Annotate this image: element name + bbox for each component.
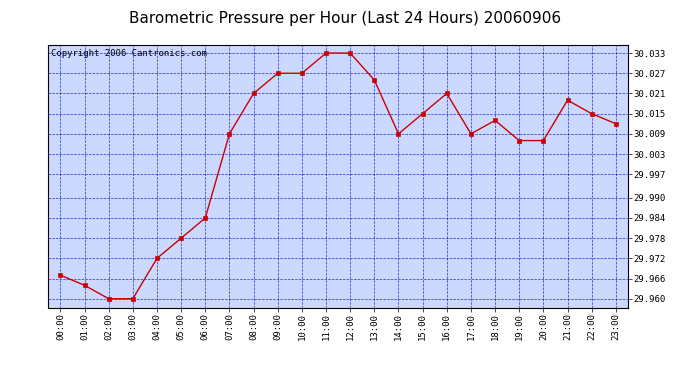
Text: Copyright 2006 Cantronics.com: Copyright 2006 Cantronics.com — [51, 49, 207, 58]
Text: Barometric Pressure per Hour (Last 24 Hours) 20060906: Barometric Pressure per Hour (Last 24 Ho… — [129, 11, 561, 26]
